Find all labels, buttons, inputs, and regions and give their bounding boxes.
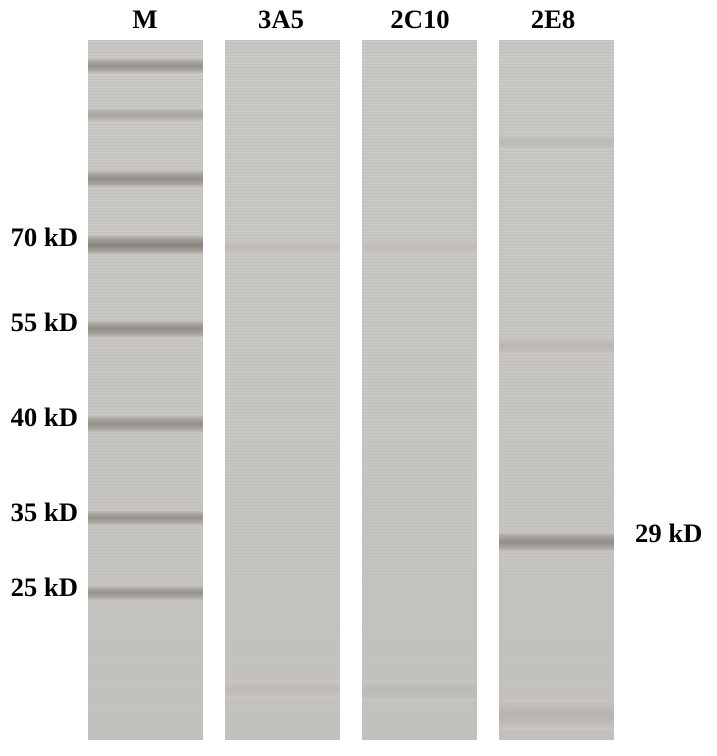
marker-label-35kd: 35 kD xyxy=(0,497,78,528)
gel-lane-2e8 xyxy=(499,40,614,740)
band xyxy=(88,320,203,338)
lane-label-2e8: 2E8 xyxy=(518,4,588,35)
marker-label-55kd: 55 kD xyxy=(0,307,78,338)
lane-label-3a5: 3A5 xyxy=(246,4,316,35)
lane-label-m: M xyxy=(110,4,180,35)
marker-label-70kd: 70 kD xyxy=(0,222,78,253)
lane-label-2c10: 2C10 xyxy=(380,4,460,35)
western-blot-figure: M 3A5 2C10 2E8 70 kD 55 kD 40 kD 35 kD 2… xyxy=(0,0,717,756)
gel-lane-2c10 xyxy=(362,40,477,740)
band xyxy=(225,680,340,700)
band xyxy=(499,532,614,552)
result-label-29kd: 29 kD xyxy=(635,518,702,549)
marker-label-25kd: 25 kD xyxy=(0,572,78,603)
band xyxy=(499,135,614,149)
band xyxy=(499,700,614,730)
band xyxy=(362,240,477,254)
gel-lane-3a5 xyxy=(225,40,340,740)
gel-lane-m xyxy=(88,40,203,740)
band xyxy=(88,415,203,433)
band xyxy=(88,58,203,74)
band xyxy=(499,338,614,354)
marker-label-40kd: 40 kD xyxy=(0,402,78,433)
band xyxy=(88,170,203,188)
band xyxy=(88,585,203,601)
band xyxy=(88,235,203,255)
band xyxy=(88,108,203,122)
band xyxy=(362,680,477,702)
band xyxy=(88,510,203,526)
band xyxy=(225,240,340,254)
